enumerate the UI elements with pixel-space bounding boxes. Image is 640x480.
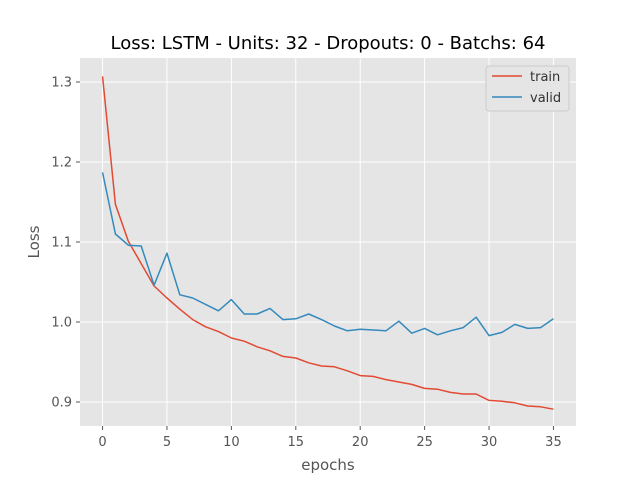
- y-tick-label: 1.1: [51, 236, 72, 251]
- x-tick-label: 35: [545, 435, 562, 450]
- x-tick-label: 30: [481, 435, 498, 450]
- legend-label-train: train: [530, 70, 560, 85]
- x-tick-label: 5: [163, 435, 171, 450]
- x-tick-label: 25: [416, 435, 433, 450]
- legend: train valid: [485, 65, 570, 112]
- series-layer: [101, 76, 554, 410]
- y-axis-ticks: 0.9 1.0 1.1 1.2 1.3: [51, 76, 80, 411]
- legend-box: [485, 65, 570, 112]
- legend-label-valid: valid: [530, 91, 561, 106]
- series-line-valid: [101, 172, 554, 337]
- x-axis-ticks: 0 5 10 15 20 25 30 35: [98, 426, 562, 450]
- y-tick-label: 1.0: [51, 316, 72, 331]
- y-tick-label: 1.3: [51, 76, 72, 91]
- grid-lines: [80, 58, 576, 426]
- x-tick-label: 20: [352, 435, 369, 450]
- x-axis-label: epochs: [301, 456, 355, 474]
- chart-title: Loss: LSTM - Units: 32 - Dropouts: 0 - B…: [111, 33, 546, 54]
- y-tick-label: 0.9: [51, 396, 72, 411]
- series-line-train: [101, 76, 554, 410]
- y-axis-label: Loss: [25, 225, 43, 258]
- x-tick-label: 0: [98, 435, 106, 450]
- x-tick-label: 10: [223, 435, 240, 450]
- y-tick-label: 1.2: [51, 156, 72, 171]
- x-tick-label: 15: [288, 435, 305, 450]
